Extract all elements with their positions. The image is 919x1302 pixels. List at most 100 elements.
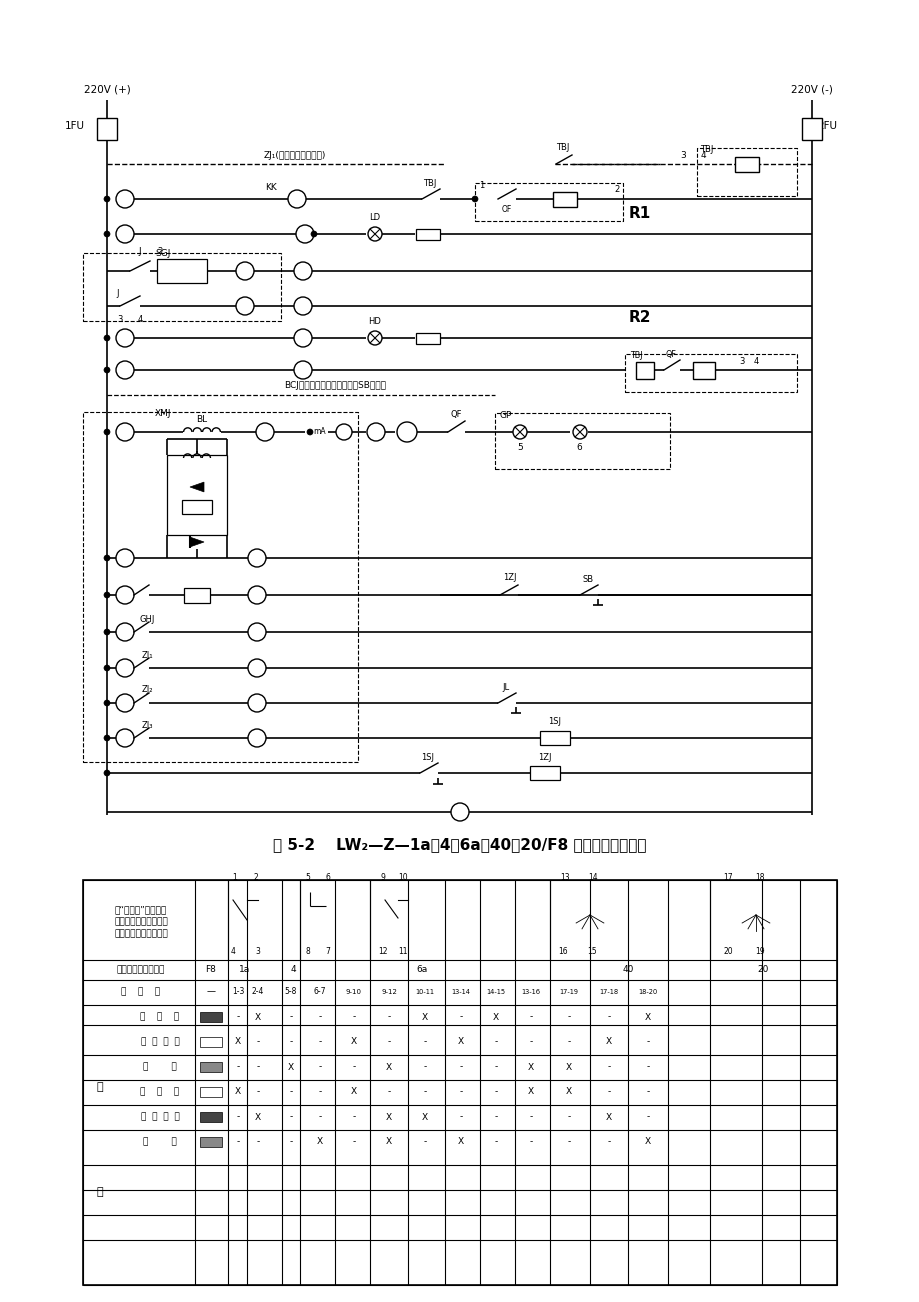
Text: 2: 2 (157, 246, 163, 255)
Text: -: - (528, 1112, 532, 1121)
Text: -: - (646, 1038, 649, 1047)
Text: SGJ: SGJ (154, 250, 170, 259)
Text: ⑨KK⑦: ⑨KK⑦ (396, 428, 417, 435)
Text: 6: 6 (325, 874, 330, 883)
Bar (182, 500, 211, 514)
Bar (199, 1112, 221, 1122)
Text: -: - (459, 1112, 462, 1121)
Text: -: - (423, 1087, 426, 1096)
Bar (529, 766, 560, 780)
Bar (199, 1012, 221, 1022)
Text: 1-3: 1-3 (232, 987, 244, 996)
Text: 1: 1 (479, 181, 483, 190)
Circle shape (367, 423, 384, 441)
Text: 14-15: 14-15 (486, 990, 505, 995)
Circle shape (104, 428, 110, 435)
Circle shape (255, 423, 274, 441)
Text: 4: 4 (289, 966, 296, 974)
Circle shape (236, 262, 254, 280)
Bar (199, 1062, 221, 1072)
Text: X: X (644, 1013, 651, 1022)
Circle shape (294, 262, 312, 280)
Text: -: - (459, 1013, 462, 1022)
Circle shape (294, 329, 312, 348)
Circle shape (248, 694, 266, 712)
Text: X: X (565, 1062, 572, 1072)
Text: 4: 4 (137, 315, 142, 324)
Bar (83, 253, 280, 322)
Circle shape (104, 592, 110, 598)
Text: 220V (+): 220V (+) (84, 85, 130, 95)
Bar (415, 228, 439, 240)
Text: ⒈: ⒈ (294, 194, 300, 204)
Text: 点盒（背面）的接线图: 点盒（背面）的接线图 (114, 930, 167, 939)
Text: 17-18: 17-18 (599, 990, 618, 995)
Circle shape (116, 694, 134, 712)
Text: ⑬: ⑬ (300, 266, 306, 276)
Text: 预  备  合  闸: 预 备 合 闸 (141, 1038, 179, 1047)
Text: 14: 14 (587, 874, 597, 883)
Text: X: X (350, 1038, 357, 1047)
Text: -: - (646, 1087, 649, 1096)
Text: X: X (234, 1087, 241, 1096)
Text: -: - (318, 1112, 322, 1121)
Circle shape (335, 424, 352, 440)
Circle shape (116, 329, 134, 348)
Circle shape (116, 225, 134, 243)
Text: ①: ① (120, 628, 130, 637)
Text: ZJ₁(引入自动合闸回路): ZJ₁(引入自动合闸回路) (264, 151, 326, 160)
Text: X: X (565, 1087, 572, 1096)
Text: ③: ③ (120, 553, 130, 562)
Text: ZJ: ZJ (193, 589, 200, 598)
Bar (199, 1036, 221, 1047)
Text: 6: 6 (575, 444, 581, 453)
Text: -: - (318, 1062, 322, 1072)
Text: 9-12: 9-12 (380, 990, 396, 995)
Text: ⑯: ⑯ (300, 301, 306, 311)
Text: -: - (528, 1038, 532, 1047)
Text: TBJ: TBJ (423, 178, 437, 187)
Circle shape (104, 367, 110, 372)
Text: KK: KK (265, 184, 277, 193)
Text: 17: 17 (722, 874, 732, 883)
Text: 1SJ: 1SJ (548, 717, 561, 727)
Bar (624, 354, 796, 392)
Text: -: - (423, 1138, 426, 1147)
Text: -: - (494, 1038, 497, 1047)
Circle shape (397, 422, 416, 441)
Text: ⑯: ⑯ (254, 590, 260, 600)
Text: 2-4: 2-4 (252, 987, 264, 996)
Text: R1: R1 (629, 207, 651, 221)
Text: -: - (528, 1013, 532, 1022)
Text: X: X (316, 1138, 323, 1147)
Text: ⑤: ⑤ (253, 663, 261, 673)
Text: V: V (743, 160, 749, 168)
Text: ⑮: ⑮ (254, 733, 260, 743)
Text: -: - (256, 1038, 259, 1047)
Text: 在“跳闸后”位置的手: 在“跳闸后”位置的手 (115, 905, 167, 914)
Circle shape (450, 803, 469, 822)
Circle shape (116, 549, 134, 566)
Text: -: - (607, 1013, 610, 1022)
Text: 17-19: 17-19 (559, 990, 578, 995)
Circle shape (104, 230, 110, 237)
Text: X: X (255, 1112, 261, 1121)
Circle shape (248, 659, 266, 677)
Text: -: - (459, 1087, 462, 1096)
Text: 合        闸: 合 闸 (143, 1062, 176, 1072)
Text: 预  备  跳  闸: 预 备 跳 闸 (141, 1112, 179, 1121)
Circle shape (311, 230, 317, 237)
Text: -: - (646, 1112, 649, 1121)
Text: 16: 16 (558, 948, 567, 957)
Text: 9-10: 9-10 (346, 990, 361, 995)
Text: -: - (494, 1112, 497, 1121)
Text: 7: 7 (325, 948, 330, 957)
Text: 置: 置 (96, 1187, 103, 1197)
Text: ⑨: ⑨ (253, 628, 261, 637)
Bar (552, 191, 576, 207)
Bar (96, 118, 117, 141)
Text: X: X (458, 1138, 463, 1147)
Text: -: - (607, 1138, 610, 1147)
Text: C: C (176, 517, 183, 526)
Text: HD: HD (369, 318, 381, 327)
